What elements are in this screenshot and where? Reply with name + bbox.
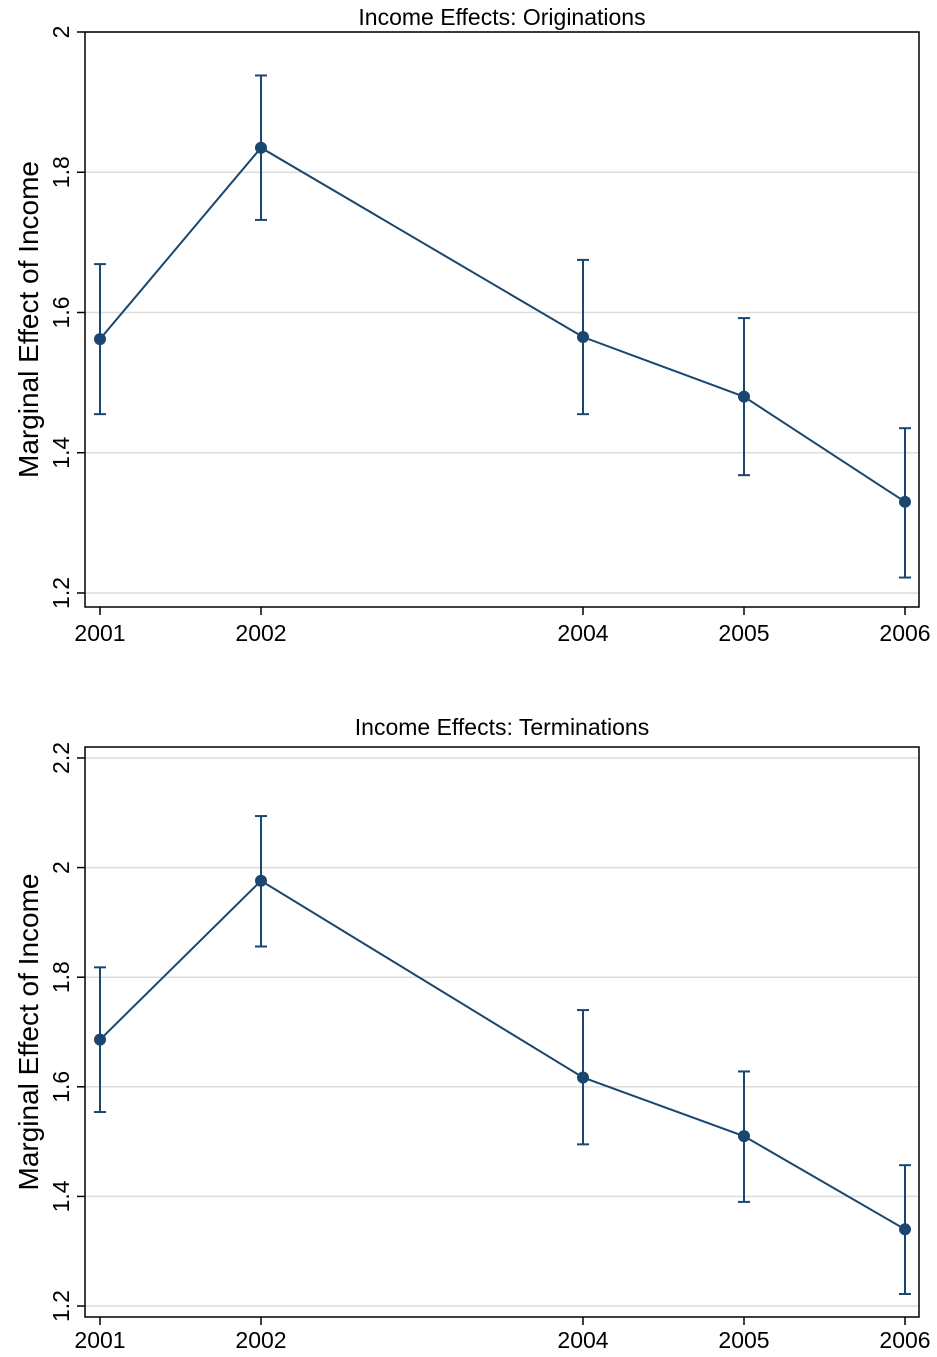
data-point [899,1223,911,1236]
data-point [255,874,267,887]
data-point [899,495,911,508]
data-point [738,390,750,403]
x-tick-label: 2006 [879,1327,930,1353]
plot-frame [84,746,920,1318]
y-tick-label: 1.4 [48,437,74,469]
x-tick-label: 2002 [235,620,286,646]
chart-title: Income Effects: Originations [358,4,645,30]
y-tick-label: 2.2 [48,742,74,774]
data-point [577,331,589,344]
x-tick-label: 2004 [557,620,608,646]
y-tick-label: 2 [48,861,74,874]
data-point [94,333,106,346]
y-tick-label: 1.8 [48,156,74,188]
y-axis-label: Marginal Effect of Income [13,161,44,478]
x-tick-label: 2002 [235,1327,286,1353]
series-line [99,879,906,1231]
x-tick-label: 2005 [718,1327,769,1353]
data-point [255,141,267,154]
chart-terminations: Income Effects: Terminations 1.2 1.4 1.6 1.8… [13,714,931,1353]
data-point [577,1071,589,1084]
series-line [99,146,906,503]
y-tick-label: 1.2 [48,577,74,609]
y-tick-label: 1.8 [48,961,74,993]
y-tick-label: 1.4 [48,1180,74,1212]
chart-title: Income Effects: Terminations [355,714,649,740]
x-tick-label: 2006 [879,620,930,646]
x-tick-label: 2001 [74,1327,125,1353]
y-tick-label: 1.6 [48,296,74,328]
y-tick-label: 2 [48,26,74,39]
x-tick-label: 2001 [74,620,125,646]
chart-originations: Income Effects: Originations 1.2 1.4 1.6 1.8… [13,4,931,646]
y-axis-label: Marginal Effect of Income [13,874,44,1191]
plot-frame [84,31,920,608]
y-tick-label: 1.6 [48,1071,74,1103]
x-tick-label: 2004 [557,1327,608,1353]
x-tick-label: 2005 [718,620,769,646]
data-point [94,1033,106,1046]
data-point [738,1130,750,1143]
y-tick-label: 1.2 [48,1290,74,1322]
